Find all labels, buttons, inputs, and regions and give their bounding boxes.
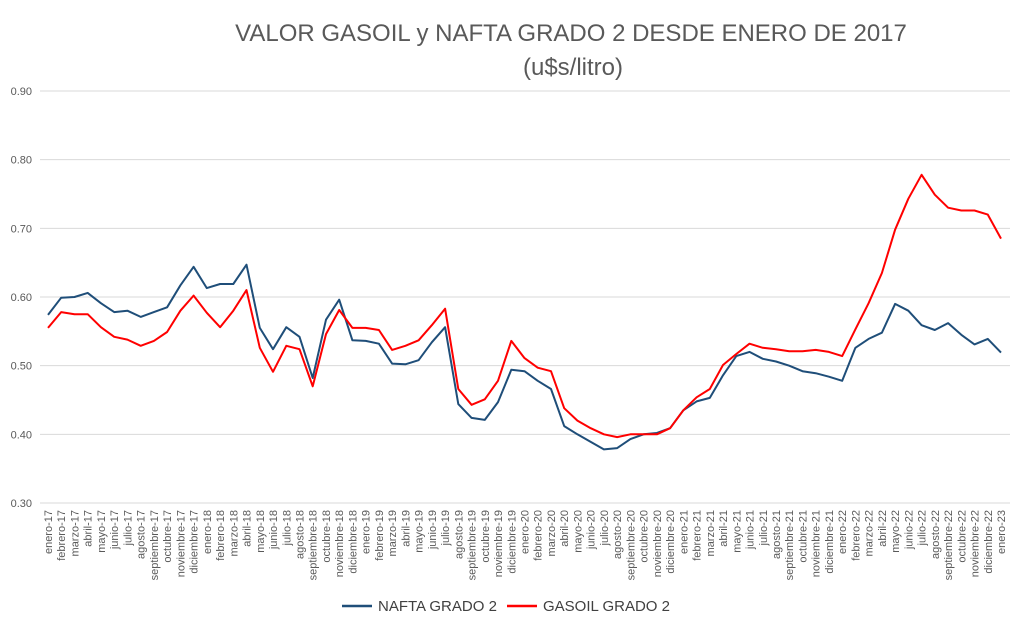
x-tick-label: noviembre-19 bbox=[493, 510, 505, 577]
x-tick-label: mayo-22 bbox=[890, 510, 902, 553]
x-tick-label: enero-18 bbox=[202, 510, 214, 554]
x-tick-label: septiembre-19 bbox=[467, 510, 479, 580]
x-tick-label: noviembre-21 bbox=[811, 510, 823, 577]
x-tick-label: junio-20 bbox=[586, 510, 598, 550]
x-tick-label: febrero-18 bbox=[215, 510, 227, 561]
legend-label: GASOIL GRADO 2 bbox=[543, 598, 670, 615]
x-tick-label: junio-18 bbox=[268, 510, 280, 550]
x-tick-label: octubre-17 bbox=[162, 510, 174, 563]
x-tick-label: noviembre-22 bbox=[970, 510, 982, 577]
x-tick-label: febrero-19 bbox=[374, 510, 386, 561]
x-tick-label: julio-19 bbox=[440, 510, 452, 546]
y-tick-label: 0.60 bbox=[11, 292, 32, 304]
x-tick-label: marzo-20 bbox=[546, 510, 558, 556]
x-tick-label: febrero-17 bbox=[56, 510, 68, 561]
x-tick-label: noviembre-17 bbox=[175, 510, 187, 577]
x-tick-label: abril-17 bbox=[83, 510, 95, 547]
x-tick-label: marzo-22 bbox=[864, 510, 876, 556]
x-tick-label: agosto-21 bbox=[771, 510, 783, 559]
x-tick-label: octubre-20 bbox=[639, 510, 651, 563]
x-tick-label: febrero-20 bbox=[533, 510, 545, 561]
x-tick-label: junio-22 bbox=[903, 510, 915, 550]
x-tick-label: mayo-17 bbox=[96, 510, 108, 553]
x-tick-label: enero-23 bbox=[996, 510, 1008, 554]
x-tick-label: enero-20 bbox=[520, 510, 532, 554]
x-tick-label: octubre-19 bbox=[480, 510, 492, 563]
y-tick-label: 0.90 bbox=[11, 86, 32, 98]
y-tick-label: 0.80 bbox=[11, 155, 32, 167]
x-tick-label: octubre-21 bbox=[797, 510, 809, 563]
x-tick-label: septiembre-20 bbox=[625, 510, 637, 580]
x-tick-label: noviembre-18 bbox=[334, 510, 346, 577]
x-tick-label: febrero-22 bbox=[850, 510, 862, 561]
x-tick-label: octubre-18 bbox=[321, 510, 333, 563]
x-tick-label: agosto-17 bbox=[136, 510, 148, 559]
x-tick-label: septiembre-21 bbox=[784, 510, 796, 580]
x-tick-label: agosto-19 bbox=[453, 510, 465, 559]
x-tick-label: julio-21 bbox=[758, 510, 770, 546]
x-tick-label: diciembre-21 bbox=[824, 510, 836, 574]
x-tick-label: marzo-18 bbox=[228, 510, 240, 556]
x-tick-label: abril-20 bbox=[559, 510, 571, 547]
x-tick-label: febrero-21 bbox=[692, 510, 704, 561]
x-tick-label: diciembre-19 bbox=[506, 510, 518, 574]
x-tick-label: julio-17 bbox=[122, 510, 134, 546]
y-tick-label: 0.30 bbox=[11, 498, 32, 510]
x-tick-label: enero-22 bbox=[837, 510, 849, 554]
x-tick-label: agosto-20 bbox=[612, 510, 624, 559]
x-tick-label: octubre-22 bbox=[956, 510, 968, 563]
x-tick-label: julio-18 bbox=[281, 510, 293, 546]
series-line-gasoil bbox=[47, 173, 1002, 439]
x-tick-label: diciembre-18 bbox=[347, 510, 359, 574]
chart-subtitle: (u$s/litro) bbox=[523, 54, 623, 81]
x-tick-label: enero-21 bbox=[678, 510, 690, 554]
series-line-nafta bbox=[47, 263, 1002, 451]
x-tick-label: marzo-17 bbox=[69, 510, 81, 556]
x-tick-label: enero-17 bbox=[43, 510, 55, 554]
x-tick-label: abril-21 bbox=[718, 510, 730, 547]
legend-label: NAFTA GRADO 2 bbox=[378, 598, 497, 615]
x-tick-label: septiembre-17 bbox=[149, 510, 161, 580]
x-tick-label: junio-19 bbox=[427, 510, 439, 550]
y-tick-label: 0.40 bbox=[11, 429, 32, 441]
x-tick-label: agosto-22 bbox=[930, 510, 942, 559]
x-tick-label: mayo-19 bbox=[414, 510, 426, 553]
x-tick-label: julio-20 bbox=[599, 510, 611, 546]
x-tick-label: abril-19 bbox=[400, 510, 412, 547]
x-tick-label: abril-22 bbox=[877, 510, 889, 547]
x-tick-label: diciembre-22 bbox=[983, 510, 995, 574]
x-tick-label: septiembre-22 bbox=[943, 510, 955, 580]
x-tick-label: diciembre-17 bbox=[189, 510, 201, 574]
x-tick-label: abril-18 bbox=[242, 510, 254, 547]
x-tick-label: junio-17 bbox=[109, 510, 121, 550]
x-tick-label: enero-19 bbox=[361, 510, 373, 554]
x-tick-label: marzo-19 bbox=[387, 510, 399, 556]
x-tick-label: septiembre-18 bbox=[308, 510, 320, 580]
x-tick-label: mayo-20 bbox=[572, 510, 584, 553]
chart-title: VALOR GASOIL y NAFTA GRADO 2 DESDE ENERO… bbox=[235, 20, 907, 47]
x-tick-label: marzo-21 bbox=[705, 510, 717, 556]
x-tick-label: julio-22 bbox=[917, 510, 929, 546]
y-tick-label: 0.50 bbox=[11, 361, 32, 373]
x-tick-label: diciembre-20 bbox=[665, 510, 677, 574]
x-tick-label: noviembre-20 bbox=[652, 510, 664, 577]
x-tick-label: junio-21 bbox=[745, 510, 757, 550]
x-tick-label: mayo-18 bbox=[255, 510, 267, 553]
x-tick-label: mayo-21 bbox=[731, 510, 743, 553]
x-tick-label: agosto-18 bbox=[294, 510, 306, 559]
y-tick-label: 0.70 bbox=[11, 223, 32, 235]
